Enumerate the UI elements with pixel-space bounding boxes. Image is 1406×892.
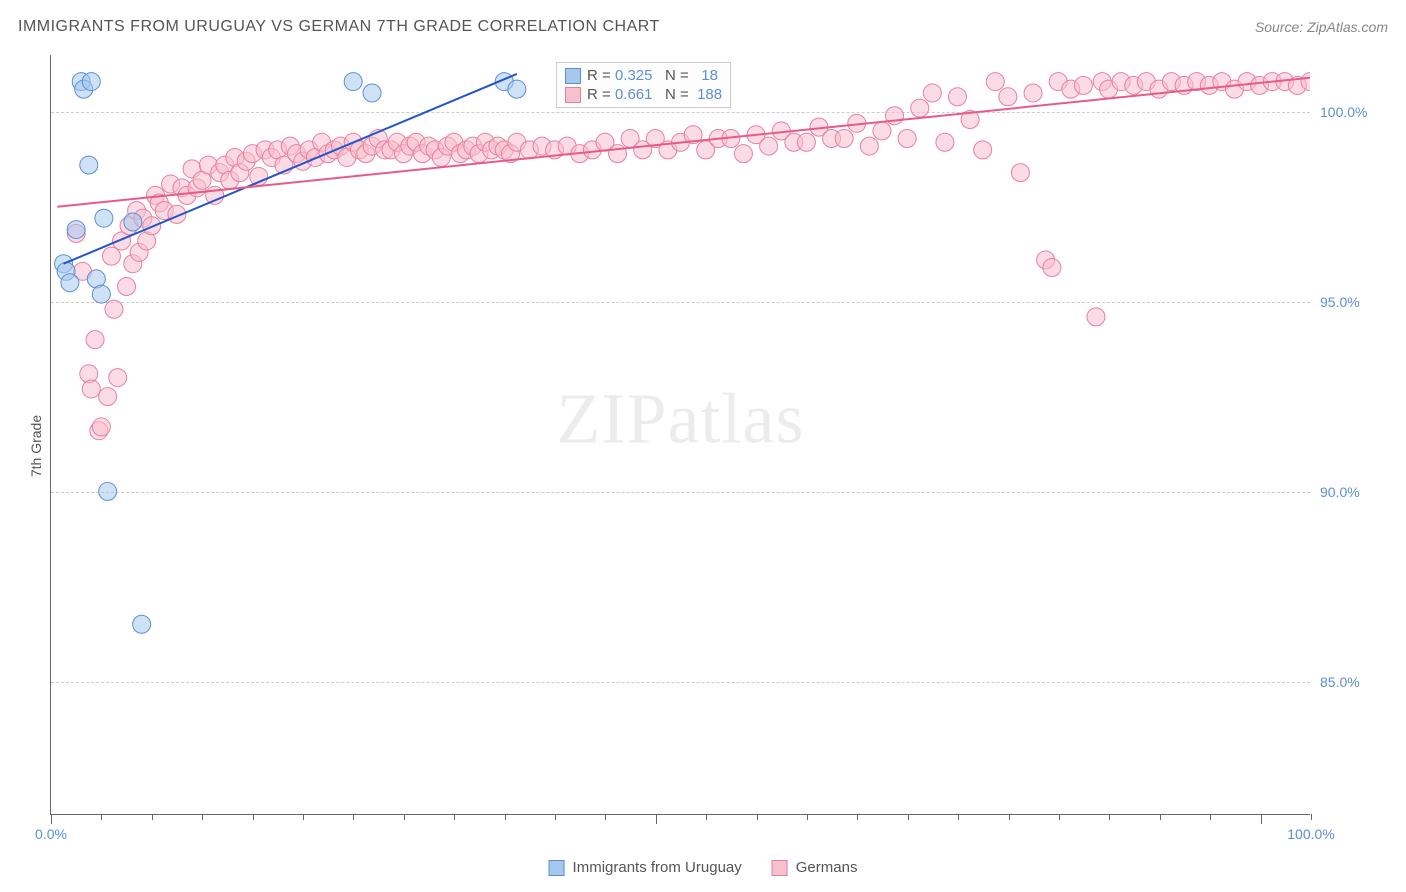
data-point-uruguay — [95, 209, 113, 227]
x-tick — [908, 814, 909, 820]
data-point-germans — [797, 133, 815, 151]
bottom-legend-item: Immigrants from Uruguay — [549, 859, 742, 876]
x-tick — [1109, 814, 1110, 820]
data-point-germans — [99, 388, 117, 406]
data-point-germans — [109, 369, 127, 387]
x-tick — [1261, 814, 1262, 824]
data-point-germans — [1074, 76, 1092, 94]
data-point-germans — [873, 122, 891, 140]
y-tick-label: 90.0% — [1320, 484, 1380, 500]
data-point-germans — [986, 73, 1004, 91]
x-tick — [555, 814, 556, 820]
x-tick — [404, 814, 405, 820]
correlation-legend: R = 0.325 N = 18 R = 0.661 N = 188 — [556, 62, 731, 108]
data-point-germans — [835, 130, 853, 148]
data-point-uruguay — [92, 285, 110, 303]
data-point-germans — [860, 137, 878, 155]
data-point-uruguay — [80, 156, 98, 174]
data-point-uruguay — [133, 615, 151, 633]
y-tick-label: 100.0% — [1320, 104, 1380, 120]
x-tick — [1059, 814, 1060, 820]
data-point-uruguay — [67, 221, 85, 239]
title-bar: IMMIGRANTS FROM URUGUAY VS GERMAN 7TH GR… — [18, 18, 1388, 36]
data-point-germans — [948, 88, 966, 106]
legend-swatch — [565, 68, 581, 84]
x-tick — [1311, 814, 1312, 820]
data-point-germans — [760, 137, 778, 155]
data-point-germans — [102, 247, 120, 265]
data-point-germans — [911, 99, 929, 117]
data-point-germans — [1024, 84, 1042, 102]
x-tick — [454, 814, 455, 820]
data-point-germans — [1087, 308, 1105, 326]
trend-line-uruguay — [64, 74, 517, 264]
plot-area: ZIPatlas 85.0%90.0%95.0%100.0%0.0%100.0%… — [50, 55, 1310, 815]
data-point-uruguay — [344, 73, 362, 91]
data-point-germans — [118, 278, 136, 296]
x-tick — [1009, 814, 1010, 820]
y-axis-label: 7th Grade — [28, 415, 44, 477]
data-point-uruguay — [124, 213, 142, 231]
data-point-germans — [936, 133, 954, 151]
data-point-germans — [82, 380, 100, 398]
x-tick — [152, 814, 153, 820]
x-tick — [353, 814, 354, 820]
legend-swatch — [565, 87, 581, 103]
x-tick-label: 0.0% — [35, 826, 67, 842]
source-label: Source: ZipAtlas.com — [1255, 19, 1388, 35]
data-point-germans — [734, 145, 752, 163]
x-tick — [101, 814, 102, 820]
data-point-germans — [923, 84, 941, 102]
data-point-germans — [898, 130, 916, 148]
x-tick — [1210, 814, 1211, 820]
data-point-germans — [105, 300, 123, 318]
x-tick — [505, 814, 506, 820]
x-tick — [757, 814, 758, 820]
data-point-germans — [609, 145, 627, 163]
data-point-germans — [86, 331, 104, 349]
x-tick — [706, 814, 707, 820]
x-tick — [656, 814, 657, 824]
x-tick — [958, 814, 959, 820]
legend-label: Immigrants from Uruguay — [573, 859, 742, 876]
data-point-uruguay — [363, 84, 381, 102]
data-point-germans — [1043, 259, 1061, 277]
x-tick-label: 100.0% — [1287, 826, 1334, 842]
x-tick — [202, 814, 203, 820]
data-point-uruguay — [508, 80, 526, 98]
legend-label: Germans — [796, 859, 858, 876]
x-tick — [1160, 814, 1161, 820]
data-point-uruguay — [61, 274, 79, 292]
chart-svg — [51, 55, 1310, 814]
legend-row-uruguay: R = 0.325 N = 18 — [565, 67, 722, 84]
data-point-germans — [974, 141, 992, 159]
bottom-legend: Immigrants from Uruguay Germans — [549, 859, 858, 876]
y-tick-label: 85.0% — [1320, 674, 1380, 690]
x-tick — [807, 814, 808, 820]
x-tick — [303, 814, 304, 820]
x-tick — [51, 814, 52, 824]
data-point-germans — [999, 88, 1017, 106]
legend-row-germans: R = 0.661 N = 188 — [565, 86, 722, 103]
x-tick — [857, 814, 858, 820]
data-point-germans — [92, 418, 110, 436]
legend-swatch — [772, 860, 788, 876]
x-tick — [253, 814, 254, 820]
data-point-germans — [1011, 164, 1029, 182]
data-point-uruguay — [82, 73, 100, 91]
chart-title: IMMIGRANTS FROM URUGUAY VS GERMAN 7TH GR… — [18, 18, 660, 36]
data-point-uruguay — [99, 482, 117, 500]
x-tick — [605, 814, 606, 820]
legend-swatch — [549, 860, 565, 876]
y-tick-label: 95.0% — [1320, 294, 1380, 310]
bottom-legend-item: Germans — [772, 859, 858, 876]
